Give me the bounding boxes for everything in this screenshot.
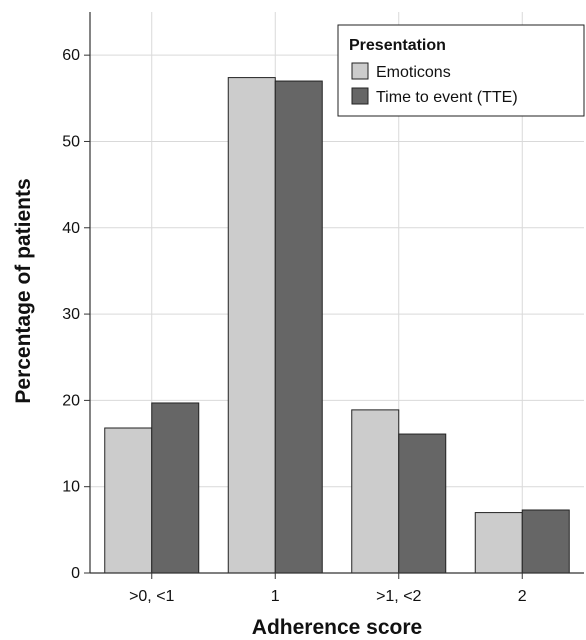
- x-tick-label: 1: [271, 588, 280, 605]
- bar-tte: [521, 509, 570, 574]
- legend-swatch-tte: [351, 87, 369, 105]
- x-tick-label: 2: [518, 588, 527, 605]
- legend: Presentation Emoticons Time to event (TT…: [337, 24, 585, 117]
- y-tick-label: 10: [62, 479, 80, 496]
- x-axis-title: Adherence score: [252, 616, 422, 639]
- y-tick-label: 20: [62, 392, 80, 409]
- y-tick-label: 60: [62, 47, 80, 64]
- y-tick-label: 50: [62, 133, 80, 150]
- legend-box: [337, 24, 585, 117]
- y-tick-label: 30: [62, 306, 80, 323]
- tick-labels: 0 10 20 30 40 50 60 >0, <1 1 >1, <2 2: [62, 47, 527, 605]
- y-axis-title: Percentage of patients: [12, 178, 35, 403]
- y-tick-label: 40: [62, 220, 80, 237]
- legend-label-emoticons: Emoticons: [376, 64, 451, 81]
- bar-emoticons: [227, 77, 276, 574]
- legend-label-tte: Time to event (TTE): [376, 89, 518, 106]
- bar-tte: [151, 402, 200, 574]
- x-tick-label: >1, <2: [376, 588, 421, 605]
- axes: [84, 12, 584, 579]
- bars: [104, 77, 570, 574]
- legend-title: Presentation: [349, 37, 446, 54]
- bar-tte: [398, 433, 447, 574]
- bar-tte: [274, 80, 323, 574]
- bar-emoticons: [351, 409, 400, 574]
- y-tick-label: 0: [71, 565, 80, 582]
- x-tick-label: >0, <1: [129, 588, 174, 605]
- bar-emoticons: [474, 512, 523, 574]
- bar-emoticons: [104, 427, 153, 574]
- legend-swatch-emoticons: [351, 62, 369, 80]
